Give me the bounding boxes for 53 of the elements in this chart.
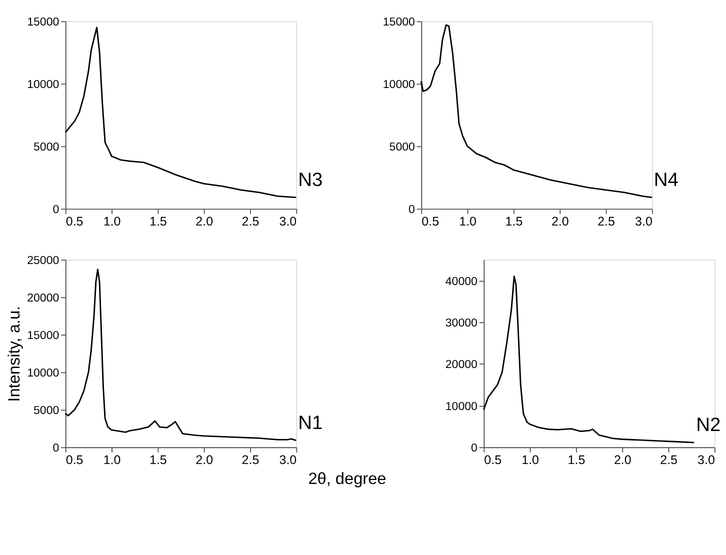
x-tick-label: 2.0	[196, 452, 214, 467]
y-tick-label: 20000	[27, 292, 60, 304]
series-label: N1	[298, 412, 323, 434]
line-series	[482, 276, 695, 444]
line-series	[64, 26, 297, 198]
x-tick-label: 2.0	[196, 214, 214, 229]
x-tick-label: 2.5	[598, 214, 616, 229]
y-tick-label: 10000	[27, 367, 60, 380]
x-tick-label: 1.5	[149, 452, 167, 467]
y-tick-label: 0	[471, 442, 478, 454]
x-tick-label: 3.0	[698, 452, 715, 467]
x-tick-label: 1.5	[505, 214, 523, 229]
x-tick-label: 3.0	[635, 214, 652, 229]
y-tick-label: 0	[408, 204, 415, 216]
y-tick-label: 0	[52, 204, 60, 216]
series-label: N2	[696, 415, 721, 436]
x-tick-label: 1.5	[149, 214, 167, 229]
y-tick-label: 5000	[34, 404, 60, 417]
y-tick-label: 25000	[27, 254, 60, 267]
y-tick-label: 30000	[445, 317, 478, 330]
y-tick-label: 15000	[27, 330, 60, 342]
x-tick-label: 1.0	[103, 452, 121, 467]
x-tick-label: 3.0	[279, 452, 297, 467]
y-tick-label: 5000	[34, 142, 60, 154]
x-axis-title: 2θ, degree	[308, 470, 386, 488]
x-tick-label: 1.0	[459, 214, 477, 229]
series-label: N4	[654, 170, 679, 191]
x-tick-label: 2.5	[660, 452, 678, 467]
y-tick-label: 10000	[382, 79, 415, 92]
line-series	[420, 24, 653, 198]
x-tick-label: 1.0	[522, 452, 540, 467]
y-tick-label: 10000	[445, 400, 478, 413]
x-tick-label: 0.5	[484, 452, 502, 467]
y-tick-label: 20000	[445, 359, 478, 372]
line-series	[64, 268, 297, 442]
y-tick-label: 10000	[27, 79, 60, 92]
x-tick-label: 3.0	[279, 214, 297, 229]
x-tick-label: 2.0	[614, 452, 632, 467]
x-tick-label: 2.0	[551, 214, 569, 229]
y-tick-label: 40000	[445, 276, 478, 288]
x-tick-label: 1.0	[103, 214, 121, 229]
x-tick-label: 0.5	[422, 214, 440, 229]
x-tick-label: 0.5	[66, 452, 84, 467]
y-tick-label: 15000	[27, 16, 60, 29]
y-tick-label: 15000	[382, 16, 415, 29]
series-label: N3	[298, 170, 323, 191]
x-tick-label: 0.5	[66, 214, 84, 229]
y-tick-label: 0	[52, 442, 60, 454]
x-tick-label: 1.5	[568, 452, 586, 467]
x-tick-label: 2.5	[242, 214, 260, 229]
y-tick-label: 5000	[389, 142, 415, 154]
x-tick-label: 2.5	[242, 452, 260, 467]
y-axis-title: Intensity, a.u.	[5, 306, 24, 402]
